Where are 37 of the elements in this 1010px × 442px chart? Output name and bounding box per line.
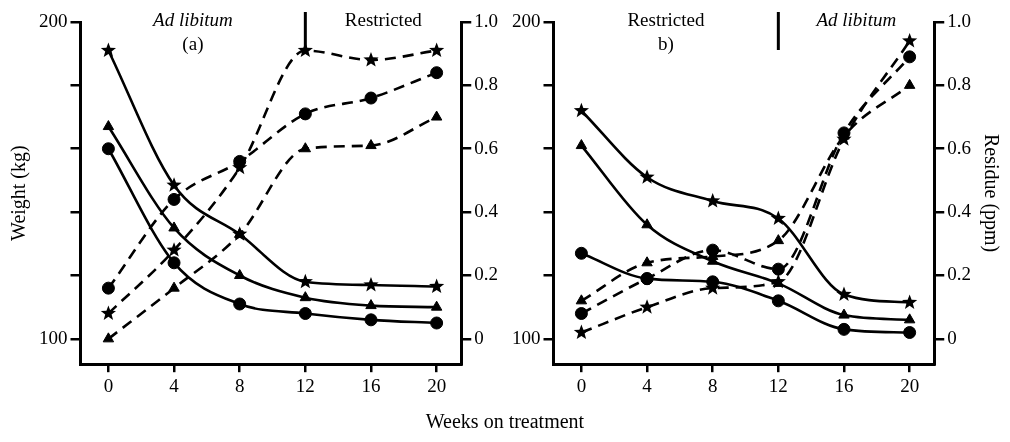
x-tick-label: 0 [576,374,587,396]
x-tick-label: 8 [234,374,245,396]
x-tick-label: 16 [834,374,854,396]
annotation: b) [658,33,674,55]
y-tick-label: 100 [512,326,541,348]
y2-tick-label: 0.2 [474,263,498,285]
annotation: Restricted [344,9,423,30]
y2-tick-label: 1.0 [947,9,971,31]
annotation: Ad libitum [151,9,233,30]
x-tick-label: 0 [103,374,114,396]
x-tick-label: 12 [768,374,788,396]
x-tick-label: 4 [169,374,180,396]
annotation: Restricted [627,9,705,30]
y-tick-label: 100 [39,326,68,348]
x-tick-label: 20 [900,374,920,396]
y-tick-label: 200 [512,9,541,31]
x-tick-label: 4 [642,374,653,396]
y2-tick-label: 0.6 [474,136,498,158]
y2-tick-label: 0.8 [947,73,971,95]
x-axis-title: Weeks on treatment [424,410,586,433]
y2-tick-label: 0.8 [474,73,498,95]
x-tick-label: 16 [361,374,381,396]
y2-axis-title: Residue (ppm) [979,133,1003,253]
y2-tick-label: 0.4 [947,200,972,222]
y2-tick-label: 0.4 [474,200,499,222]
y2-tick-label: 0 [474,326,484,348]
annotation: Ad libitum [814,9,897,30]
x-tick-label: 8 [707,374,718,396]
y2-tick-label: 1.0 [474,9,498,31]
annotation: (a) [182,33,204,55]
y-axis-title: Weight (kg) [7,145,31,241]
x-tick-label: 12 [295,374,315,396]
y-tick-label: 200 [39,9,68,31]
x-tick-label: 20 [427,374,447,396]
y2-tick-label: 0.6 [947,136,971,158]
y2-tick-label: 0.2 [947,263,971,285]
y2-tick-label: 0 [947,326,957,348]
